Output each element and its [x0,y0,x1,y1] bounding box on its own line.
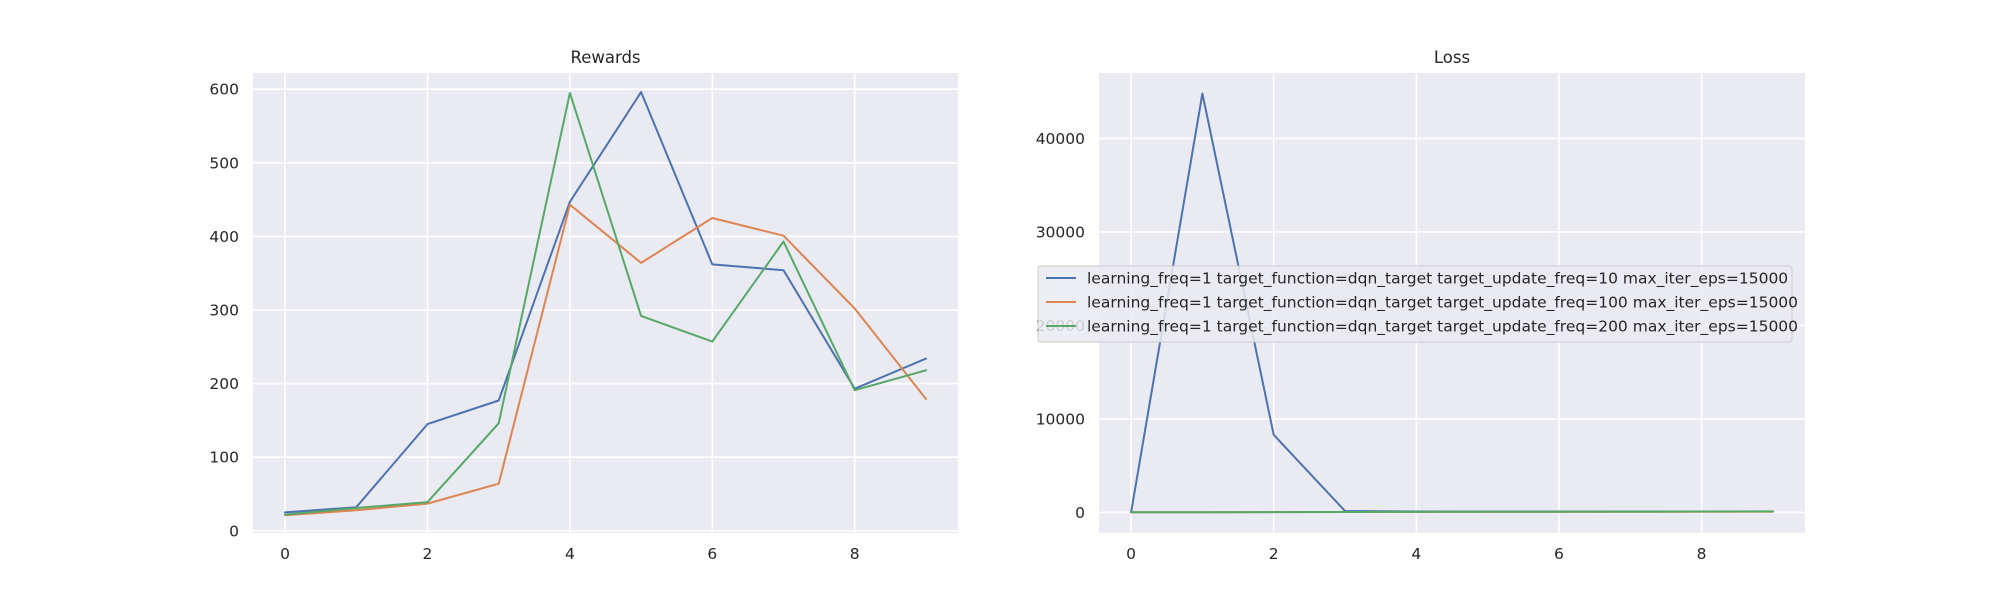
x-tick-label: 6 [1554,545,1564,563]
legend-label-0: learning_freq=1 target_function=dqn_targ… [1087,270,1788,289]
y-tick-label: 30000 [1036,223,1085,241]
loss-series-line-2 [1130,510,1774,514]
y-tick-label: 10000 [1036,410,1085,428]
x-tick-label: 2 [423,545,433,563]
x-tick-label: 2 [1269,545,1279,563]
rewards-plot-area [253,73,958,533]
rewards-series-line-1 [284,203,927,517]
legend-label-2: learning_freq=1 target_function=dqn_targ… [1087,318,1798,337]
x-tick-label: 6 [707,545,717,563]
x-tick-label: 4 [565,545,575,563]
legend-frame [1037,265,1793,343]
legend-label-1: learning_freq=1 target_function=dqn_targ… [1087,294,1798,313]
y-tick-label: 100 [209,449,239,467]
x-tick-label: 4 [1411,545,1421,563]
legend-entry: learning_freq=1 target_function=dqn_targ… [1046,270,1788,289]
x-tick-label: 0 [280,545,290,563]
rewards-series-line-0 [284,91,927,514]
legend-entry: learning_freq=1 target_function=dqn_targ… [1046,294,1798,313]
y-tick-label: 40000 [1036,130,1085,148]
legend: learning_freq=1 target_function=dqn_targ… [1037,265,1798,343]
x-tick-label: 8 [850,545,860,563]
x-tick-label: 0 [1126,545,1136,563]
rewards-title: Rewards [570,48,640,67]
y-tick-label: 0 [229,522,239,540]
rewards-series-line-2 [284,91,927,516]
y-tick-label: 0 [1075,504,1085,522]
legend-entry: learning_freq=1 target_function=dqn_targ… [1046,318,1798,337]
y-tick-label: 500 [209,154,239,172]
loss-title: Loss [1434,48,1470,67]
x-tick-label: 8 [1697,545,1707,563]
y-tick-label: 400 [209,228,239,246]
y-tick-label: 300 [209,301,239,319]
y-tick-label: 600 [209,81,239,99]
rewards-chart: 0 2 4 6 8 0 100 200 300 400 500 600 Rewards [209,48,958,563]
y-tick-label: 200 [209,375,239,393]
